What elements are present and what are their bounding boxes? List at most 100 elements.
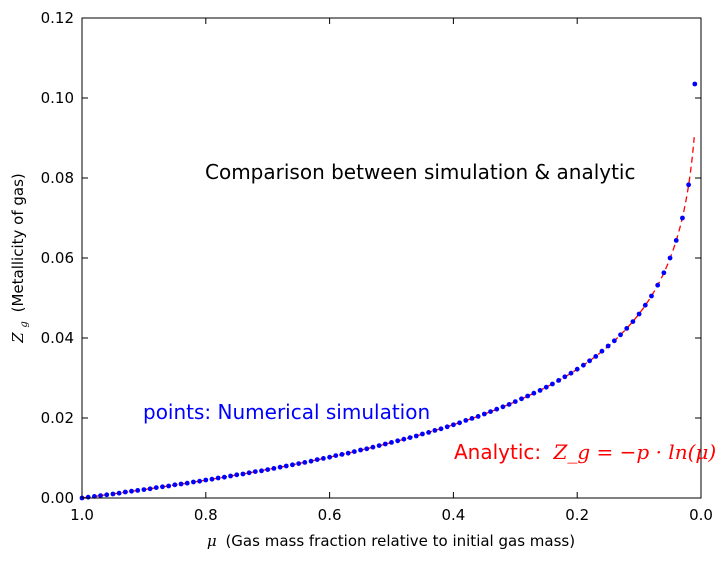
simulation-point — [444, 424, 450, 430]
x-axis-label: μ (Gas mass fraction relative to initial… — [207, 532, 575, 550]
annotation-points: points: Numerical simulation — [143, 400, 430, 424]
simulation-point — [673, 238, 679, 243]
simulation-point — [407, 435, 413, 440]
y-axis-label: Z g (Metallicity of gas) — [9, 173, 31, 344]
simulation-point — [519, 396, 524, 402]
simulation-point — [636, 311, 642, 317]
y-tick-label: 0.02 — [41, 409, 74, 427]
simulation-point — [692, 81, 698, 87]
simulation-point — [172, 482, 178, 488]
simulation-point — [98, 493, 103, 498]
simulation-point — [420, 431, 425, 437]
simulation-point — [525, 393, 531, 399]
simulation-point — [605, 343, 611, 349]
simulation-point — [537, 388, 543, 393]
simulation-point — [481, 411, 487, 417]
x-tick-label: 0.8 — [194, 506, 218, 524]
simulation-point — [271, 466, 277, 471]
simulation-point — [314, 457, 320, 462]
simulation-point — [438, 426, 444, 432]
simulation-point — [500, 404, 506, 410]
simulation-point — [141, 487, 147, 492]
simulation-point — [531, 390, 537, 396]
simulation-point — [246, 470, 252, 476]
simulation-point — [327, 454, 332, 460]
simulation-point — [153, 485, 159, 490]
simulation-point — [463, 418, 469, 423]
simulation-point — [574, 366, 580, 372]
simulation-point — [506, 402, 512, 407]
simulation-point — [587, 358, 592, 364]
simulation-point — [234, 472, 240, 478]
simulation-point — [413, 433, 419, 439]
simulation-point — [611, 338, 617, 344]
simulation-point — [277, 464, 283, 470]
simulation-point — [191, 479, 196, 485]
y-tick-label: 0.04 — [41, 329, 74, 347]
simulation-point — [494, 406, 500, 412]
simulation-point — [240, 471, 246, 477]
simulation-point — [655, 282, 661, 288]
simulation-point — [432, 428, 438, 433]
simulation-point — [512, 399, 518, 404]
simulation-point — [160, 484, 165, 490]
annotation-analytic: Analytic: Z_g = −p · ln(μ) — [454, 440, 716, 464]
simulation-point — [321, 456, 326, 461]
simulation-point — [667, 255, 673, 261]
simulation-point — [580, 362, 586, 368]
annotation-analytic-formula: Z_g = −p · ln(μ) — [553, 440, 717, 464]
simulation-point — [599, 348, 605, 354]
simulation-point — [333, 453, 339, 458]
simulation-point — [221, 474, 227, 480]
x-tick-label: 0.2 — [565, 506, 589, 524]
y-tick-label: 0.10 — [41, 89, 74, 107]
y-tick-label: 0.12 — [41, 9, 74, 27]
simulation-point — [364, 446, 370, 452]
simulation-point — [265, 467, 271, 472]
simulation-point — [568, 370, 574, 376]
simulation-point — [116, 490, 122, 496]
x-tick-label: 0.4 — [441, 506, 465, 524]
simulation-point — [110, 491, 116, 497]
x-tick-label: 0.0 — [689, 506, 713, 524]
annotation-analytic-prefix: Analytic: — [454, 440, 541, 464]
simulation-point — [283, 463, 289, 469]
simulation-point — [488, 409, 493, 414]
simulation-point — [550, 381, 555, 387]
analytic-curve — [82, 137, 695, 499]
simulation-point — [259, 468, 264, 474]
simulation-point — [135, 488, 141, 493]
simulation-point — [197, 478, 203, 484]
simulation-point — [215, 475, 221, 481]
simulation-point — [451, 422, 456, 428]
simulation-point — [147, 486, 153, 492]
simulation-point — [686, 182, 692, 188]
x-tick-label: 0.6 — [318, 506, 342, 524]
y-tick-label: 0.06 — [41, 249, 74, 267]
simulation-point — [624, 326, 630, 331]
simulation-point — [401, 436, 407, 442]
simulation-point — [382, 441, 388, 447]
simulation-point — [203, 477, 209, 483]
simulation-point — [426, 430, 432, 435]
simulation-point — [642, 302, 648, 308]
simulation-point — [389, 440, 394, 445]
simulation-point — [302, 460, 308, 465]
simulation-point — [630, 319, 636, 324]
simulation-point — [457, 420, 462, 426]
simulation-point — [358, 447, 363, 453]
simulation-point — [649, 293, 654, 299]
simulation-point — [308, 458, 314, 464]
simulation-point — [345, 450, 351, 456]
simulation-point — [661, 270, 667, 276]
simulation-point — [296, 461, 302, 466]
axis-ticks: 1.0 0.8 0.6 0.4 0.2 0.0 0.00 0.02 0.04 0.06 0.08 0.… — [41, 9, 713, 524]
simulation-point — [209, 476, 215, 482]
simulation-point — [252, 469, 258, 474]
simulation-point — [469, 416, 475, 421]
simulation-point — [129, 488, 134, 494]
simulation-point — [122, 489, 128, 495]
simulation-point — [562, 374, 568, 380]
